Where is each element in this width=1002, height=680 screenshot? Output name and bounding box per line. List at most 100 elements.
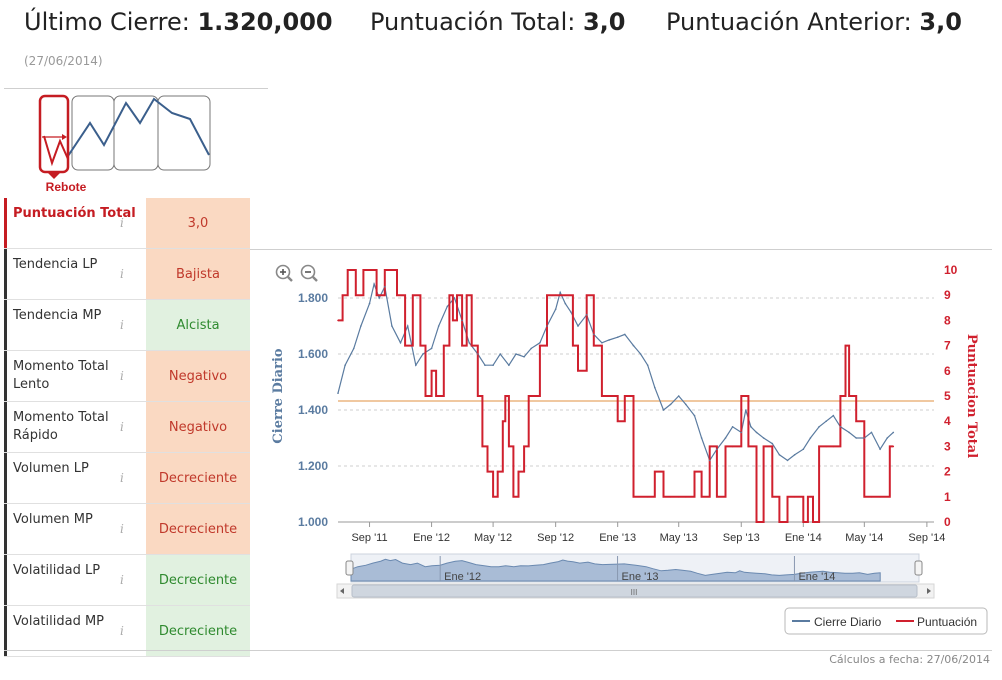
price-point (391, 325, 393, 327)
price-point (523, 356, 525, 358)
navigator-left-handle[interactable] (345, 560, 354, 576)
navigator[interactable]: Ene '12 Ene '13 Ene '14 (345, 553, 923, 583)
score-point (778, 521, 781, 523)
price-point (716, 448, 718, 451)
navigator-label: Ene '14 (798, 571, 835, 583)
score-point (624, 395, 626, 397)
info-icon[interactable]: i (120, 471, 124, 485)
score-point (848, 395, 850, 397)
info-icon[interactable]: i (120, 216, 124, 230)
right-tick-label: 0 (944, 515, 951, 529)
indicator-value: Decreciente (146, 504, 250, 554)
pattern-rebound-line (43, 135, 69, 167)
score-point (669, 496, 672, 498)
chart-legend[interactable]: Cierre Diario Puntuación (784, 607, 988, 635)
price-point (745, 409, 747, 411)
navigator-labels: Ene '12 Ene '13 Ene '14 (439, 556, 835, 583)
pattern-panel: Rebote (4, 88, 268, 199)
indicator-value: 3,0 (146, 198, 250, 248)
info-icon[interactable]: i (120, 267, 124, 281)
score-point (585, 294, 588, 297)
score-point (747, 445, 750, 448)
score-point (786, 496, 789, 498)
score-point (481, 445, 484, 448)
indicator-value: Alcista (146, 300, 250, 350)
score-point (501, 420, 504, 423)
right-tick-label: 1 (944, 490, 951, 504)
score-point (870, 496, 873, 498)
score-point (740, 395, 743, 397)
score-point (492, 496, 494, 498)
scroll-right-arrow-icon[interactable] (927, 588, 931, 594)
score-point (430, 370, 433, 372)
price-point (484, 364, 486, 367)
score-point (539, 344, 541, 347)
price-point (492, 364, 494, 367)
scrollbar[interactable]: III (336, 583, 935, 599)
legend-label-puntuacion[interactable]: Puntuación (917, 615, 977, 629)
scrollbar-thumb[interactable] (351, 584, 918, 598)
price-point (677, 395, 680, 397)
score-point (435, 395, 437, 397)
score-point (802, 521, 805, 523)
score-point (592, 344, 595, 347)
price-point (832, 414, 835, 417)
score-point (677, 496, 680, 498)
indicator-value: Negativo (146, 402, 250, 452)
indicator-row-trend-mp: Tendencia MP i Alcista (4, 300, 250, 351)
price-point (616, 336, 619, 339)
price-point (825, 420, 827, 423)
price-point (708, 459, 711, 462)
score-point (496, 470, 499, 473)
score-point (546, 294, 548, 297)
price-point (360, 325, 362, 327)
info-icon[interactable]: i (120, 420, 124, 434)
price-point (740, 431, 743, 434)
score-point (654, 470, 656, 473)
pattern-label: Rebote (46, 180, 87, 194)
score-point (807, 496, 809, 498)
score-point (448, 294, 451, 297)
score-point (818, 445, 820, 448)
price-point (624, 333, 626, 336)
score-point (646, 496, 649, 498)
indicator-row-momentum-slow: Momento Total Lento i Negativo (4, 351, 250, 402)
score-point (456, 294, 458, 297)
score-point (508, 445, 510, 448)
indicator-label: Tendencia MP (4, 300, 144, 350)
price-point (477, 353, 479, 355)
score-point (527, 395, 530, 397)
score-point (662, 496, 665, 498)
indicator-row-momentum-fast: Momento Total Rápido i Negativo (4, 402, 250, 453)
navigator-label: Ene '12 (444, 571, 481, 583)
score-point (793, 496, 796, 498)
price-point (564, 302, 567, 305)
score-point (685, 496, 687, 498)
price-point (468, 342, 471, 344)
score-point (465, 294, 468, 297)
scroll-left-arrow-icon[interactable] (340, 588, 344, 594)
legend-label-cierre[interactable]: Cierre Diario (814, 615, 882, 629)
left-axis-title: Cierre Diario (271, 348, 286, 443)
score-point (362, 269, 365, 271)
score-point (346, 269, 349, 271)
info-icon[interactable]: i (120, 318, 124, 332)
info-icon[interactable]: i (120, 522, 124, 536)
navigator-right-handle[interactable] (914, 560, 923, 576)
price-point (870, 431, 873, 434)
price-point (608, 339, 610, 341)
x-tick-label: May '14 (845, 532, 883, 544)
right-tick-label: 9 (944, 288, 951, 302)
zoom-out-button[interactable] (300, 264, 318, 282)
indicator-row-volatility-mp: Volatilidad MP i Decreciente (4, 606, 250, 657)
info-icon[interactable]: i (120, 573, 124, 587)
price-point (585, 314, 588, 316)
zoom-in-button[interactable] (275, 264, 293, 282)
price-point (771, 442, 774, 445)
score-point (632, 496, 635, 498)
score-point (825, 445, 827, 448)
info-icon[interactable]: i (120, 624, 124, 638)
left-tick-label: 1.000 (298, 515, 328, 529)
price-point (669, 403, 672, 406)
info-icon[interactable]: i (120, 369, 124, 383)
